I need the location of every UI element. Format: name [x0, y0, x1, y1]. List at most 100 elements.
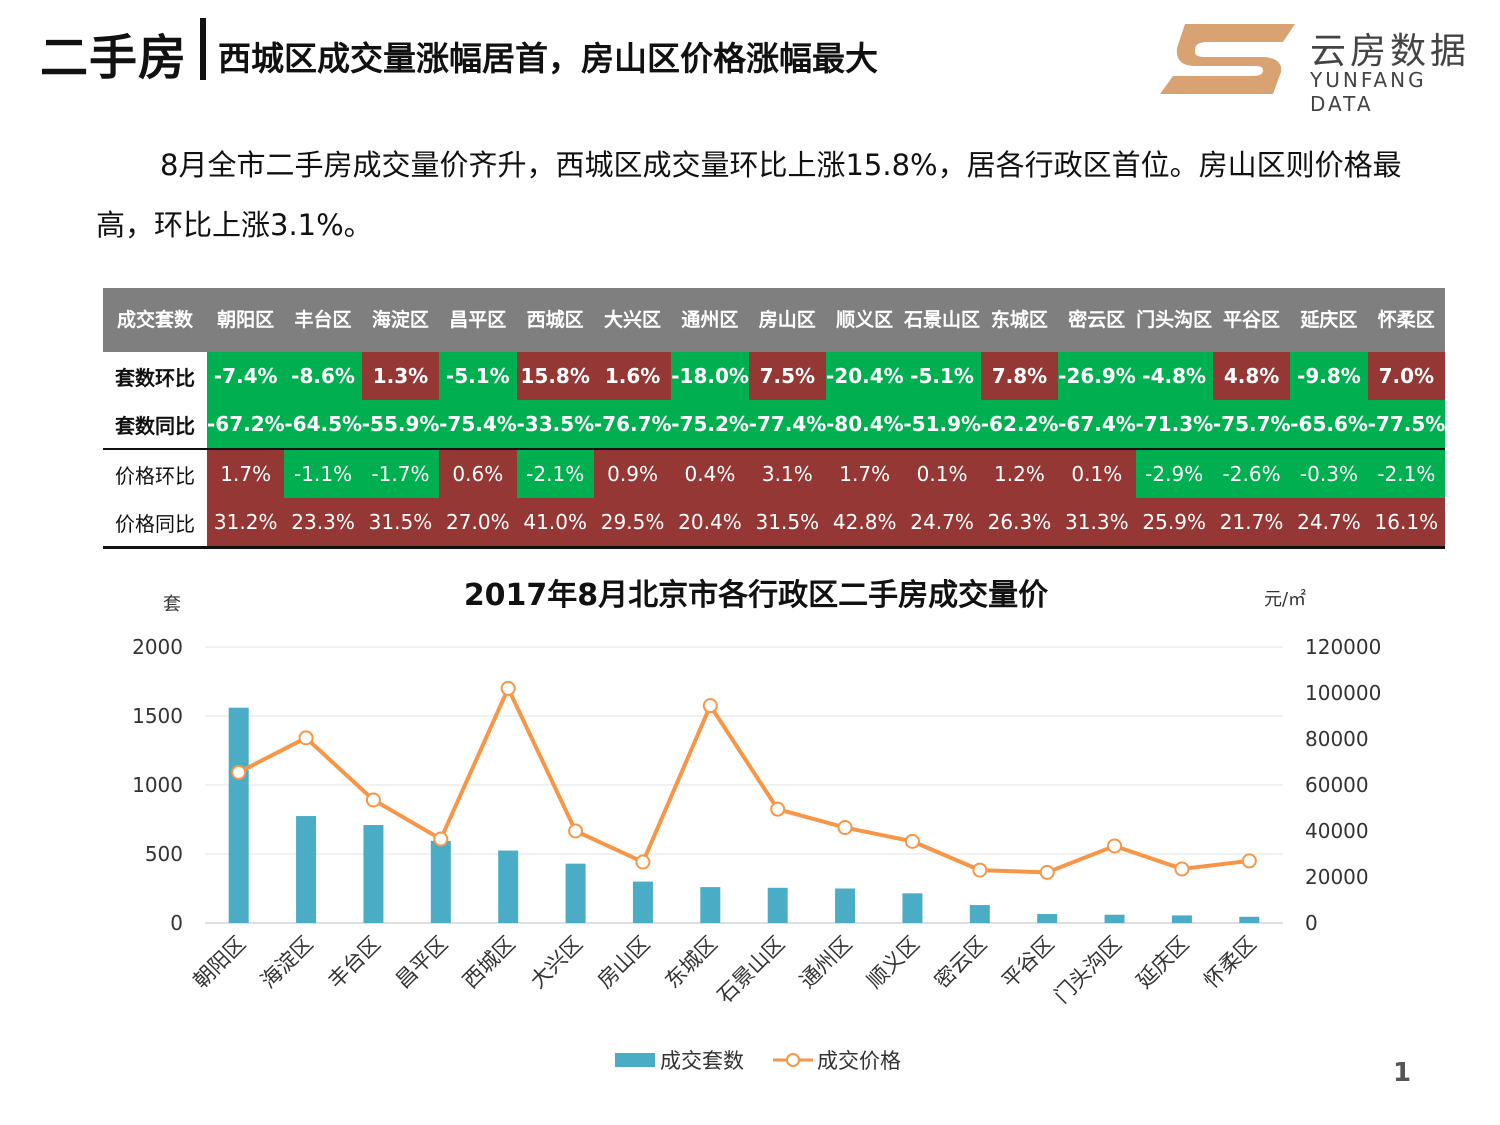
- table-cell: -2.6%: [1212, 448, 1291, 498]
- table-cell: 0.4%: [671, 448, 749, 498]
- x-tick-label: 丰台区: [323, 932, 385, 994]
- left-tick-label: 1000: [132, 773, 183, 797]
- table-cell: -77.5%: [1367, 400, 1445, 449]
- table-cell: -67.2%: [207, 400, 285, 449]
- table-cell: 1.6%: [593, 352, 672, 400]
- table-cell: -75.2%: [671, 400, 749, 449]
- x-tick-label: 大兴区: [526, 932, 588, 994]
- table-cell: -0.3%: [1290, 448, 1368, 498]
- price-point: [231, 764, 247, 780]
- table-cell: 21.7%: [1212, 498, 1291, 549]
- table-cell: 23.3%: [284, 498, 362, 549]
- logo-text-en: YUNFANG DATA: [1310, 68, 1427, 116]
- bar-volume: [767, 887, 788, 923]
- bar-volume: [700, 887, 721, 923]
- table-cell: -9.8%: [1290, 352, 1368, 400]
- table-cell: 31.5%: [361, 498, 440, 549]
- page-title: 二手房: [40, 30, 188, 86]
- table-cell: 31.3%: [1058, 498, 1136, 549]
- x-tick-label: 石景山区: [713, 932, 789, 1008]
- x-tick-label: 怀柔区: [1199, 932, 1261, 994]
- table-cell: 27.0%: [439, 498, 517, 549]
- bar-volume: [1239, 916, 1260, 923]
- price-point: [837, 820, 853, 836]
- bar-volume: [835, 888, 856, 923]
- price-point: [365, 792, 381, 808]
- table-cell: 42.8%: [826, 498, 904, 549]
- table-cell: 24.7%: [903, 498, 981, 549]
- left-axis-unit: 套: [163, 594, 181, 615]
- table-col-header: 丰台区: [284, 288, 362, 352]
- right-tick-label: 100000: [1305, 681, 1381, 705]
- bar-volume: [228, 707, 249, 923]
- table-cell: -76.7%: [593, 400, 672, 449]
- table-cell: -7.4%: [207, 352, 285, 400]
- table-row-label: 价格同比: [103, 498, 207, 549]
- table-cell: 41.0%: [516, 498, 594, 549]
- x-tick-label: 房山区: [593, 932, 655, 994]
- bar-volume: [565, 863, 586, 923]
- x-tick-label: 延庆区: [1132, 932, 1194, 994]
- table-col-header: 平谷区: [1212, 288, 1291, 352]
- legend-label-volume: 成交套数: [660, 1049, 744, 1073]
- table-cell: 0.1%: [903, 448, 981, 498]
- table-cell: -2.1%: [1367, 448, 1445, 498]
- price-point: [1107, 838, 1123, 854]
- district-volume-price-chart: 2017年8月北京市各行政区二手房成交量价 套 元/㎡ 0 500 1000 1500…: [132, 578, 1381, 1073]
- x-tick-label: 朝阳区: [189, 932, 251, 994]
- title-divider: [200, 18, 206, 80]
- price-point: [298, 730, 314, 746]
- table-cell: 4.8%: [1212, 352, 1291, 400]
- table-col-header: 顺义区: [826, 288, 904, 352]
- table-cell: 1.7%: [207, 448, 285, 498]
- district-stats-table: 成交套数 朝阳区 丰台区 海淀区 昌平区 西城区 大兴区 通州区 房山区 顺义区 石景山区 东城区密…: [103, 288, 1445, 549]
- table-cell: 29.5%: [593, 498, 672, 549]
- table-cell: -62.2%: [980, 400, 1058, 449]
- table-header-row: 成交套数 朝阳区 丰台区 海淀区 昌平区 西城区 大兴区 通州区 房山区 顺义区 石景山区 东城区密…: [103, 288, 1445, 352]
- table-cell: -2.9%: [1135, 448, 1213, 498]
- table-cell: 0.6%: [439, 448, 517, 498]
- table-col-header: 西城区: [516, 288, 594, 352]
- table-cell: -5.1%: [903, 352, 981, 400]
- bar-volume: [1104, 914, 1125, 923]
- table-col-header: 大兴区: [593, 288, 672, 352]
- legend-marker-price: [786, 1053, 800, 1067]
- price-point: [1039, 864, 1055, 880]
- table-cell: -26.9%: [1058, 352, 1136, 400]
- x-tick-label: 东城区: [660, 932, 722, 994]
- table-cell: -4.8%: [1135, 352, 1213, 400]
- table-cell: 1.2%: [980, 448, 1059, 498]
- right-tick-label: 40000: [1305, 819, 1369, 843]
- table-cell: -8.6%: [284, 352, 362, 400]
- table-cell: 7.5%: [748, 352, 826, 400]
- left-tick-label: 1500: [132, 704, 183, 728]
- table-cell: -20.4%: [826, 352, 904, 400]
- price-line: [237, 683, 1250, 875]
- company-logo: 云房数据 YUNFANG DATA: [1155, 12, 1485, 116]
- table-cell: 1.3%: [361, 352, 440, 400]
- table-row-label: 套数环比: [103, 352, 207, 400]
- price-point: [1174, 861, 1190, 877]
- table-cell: 26.3%: [980, 498, 1059, 549]
- table-cell: -75.7%: [1212, 400, 1291, 449]
- table-col-header: 海淀区: [361, 288, 440, 352]
- price-point: [904, 833, 920, 849]
- page-subtitle: 西城区成交量涨幅居首，房山区价格涨幅最大: [218, 39, 878, 78]
- table-cell: -1.1%: [284, 448, 362, 498]
- chart-title: 2017年8月北京市各行政区二手房成交量价: [464, 578, 1048, 613]
- table-col-header: 东城区: [980, 288, 1059, 352]
- price-point: [702, 698, 718, 714]
- x-tick-label: 顺义区: [862, 932, 924, 994]
- table-cell: -18.0%: [671, 352, 749, 400]
- logo-text-cn: 云房数据: [1310, 31, 1471, 72]
- table-cell: 15.8%: [516, 352, 594, 400]
- price-point: [1241, 853, 1257, 869]
- table-cell: -64.5%: [284, 400, 362, 449]
- table-cell: 16.1%: [1367, 498, 1445, 549]
- bar-volume: [632, 881, 653, 923]
- bar-volume: [1037, 914, 1058, 923]
- page-number: 1: [1393, 1058, 1412, 1088]
- table-row: 价格环比 1.7% -1.1% -1.7% 0.6% -2.1% 0.9% 0.4% 3.1% 1…: [103, 448, 1445, 498]
- table-cell: 20.4%: [671, 498, 749, 549]
- bar-volume: [430, 840, 451, 923]
